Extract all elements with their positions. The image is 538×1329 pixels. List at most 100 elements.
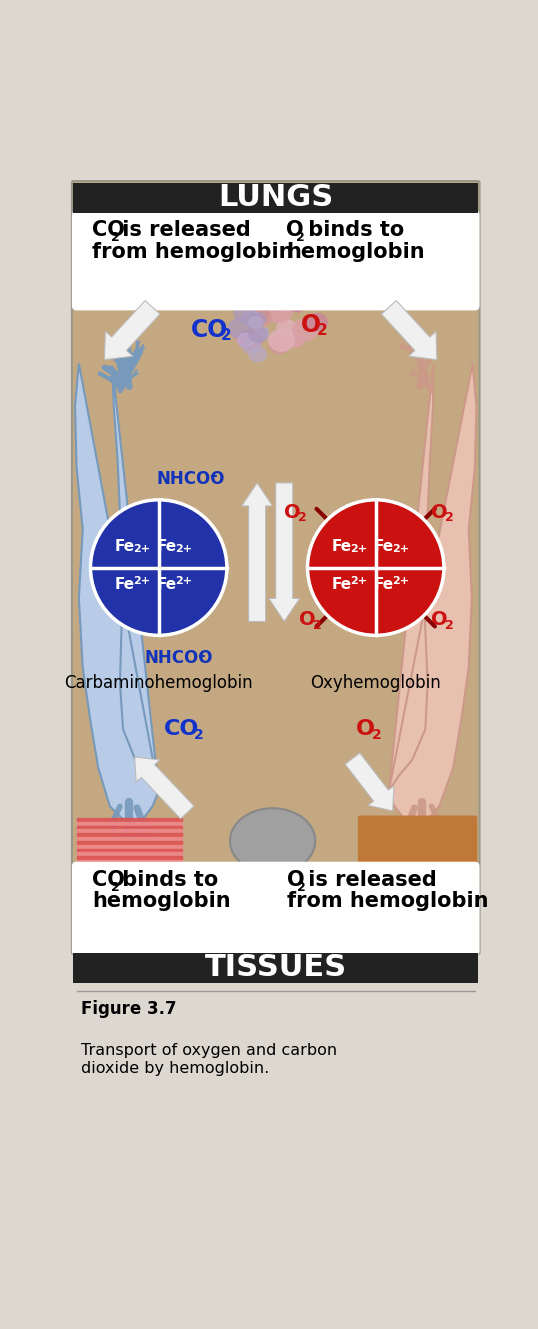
Text: O: O: [287, 869, 304, 889]
FancyArrow shape: [269, 482, 300, 622]
Ellipse shape: [251, 312, 266, 326]
Ellipse shape: [277, 320, 296, 336]
Ellipse shape: [242, 311, 259, 324]
Text: binds to: binds to: [301, 221, 404, 241]
FancyArrow shape: [104, 300, 160, 360]
Circle shape: [308, 500, 444, 635]
Text: 2+: 2+: [133, 577, 150, 586]
Text: 2: 2: [111, 231, 119, 245]
Text: Carbaminohemoglobin: Carbaminohemoglobin: [65, 674, 253, 692]
FancyArrow shape: [381, 300, 437, 360]
Text: Fe: Fe: [331, 538, 352, 553]
PathPatch shape: [389, 364, 477, 821]
Text: 2: 2: [221, 328, 231, 343]
Text: hemoglobin: hemoglobin: [92, 892, 231, 912]
Text: Oxyhemoglobin: Oxyhemoglobin: [310, 674, 441, 692]
Ellipse shape: [249, 347, 266, 361]
Text: Transport of oxygen and carbon
dioxide by hemoglobin.: Transport of oxygen and carbon dioxide b…: [81, 1043, 337, 1076]
FancyArrow shape: [345, 754, 394, 811]
Text: O: O: [431, 502, 448, 522]
FancyArrow shape: [134, 758, 194, 819]
FancyArrow shape: [242, 482, 273, 622]
Ellipse shape: [244, 294, 261, 308]
Text: O: O: [299, 610, 316, 630]
Ellipse shape: [271, 287, 293, 306]
Text: Fe: Fe: [373, 577, 393, 591]
Ellipse shape: [269, 330, 294, 351]
Text: O: O: [356, 719, 375, 739]
Text: is released: is released: [301, 869, 437, 889]
Text: 2+: 2+: [392, 577, 409, 586]
Text: CO: CO: [164, 719, 200, 739]
Text: O: O: [286, 221, 303, 241]
Ellipse shape: [242, 338, 261, 354]
Ellipse shape: [270, 336, 289, 354]
Text: –: –: [197, 647, 205, 663]
Text: 2+: 2+: [133, 544, 150, 554]
Ellipse shape: [254, 327, 269, 339]
Text: LUNGS: LUNGS: [218, 183, 334, 213]
Ellipse shape: [252, 291, 265, 302]
Text: 2: 2: [372, 728, 381, 742]
Text: from hemoglobin: from hemoglobin: [92, 242, 294, 262]
Ellipse shape: [266, 300, 292, 323]
Text: 2+: 2+: [392, 544, 409, 554]
Ellipse shape: [228, 319, 251, 338]
Text: 2+: 2+: [175, 577, 192, 586]
Text: 2: 2: [298, 512, 307, 524]
Text: 2: 2: [317, 323, 328, 338]
Ellipse shape: [293, 319, 318, 340]
Text: O: O: [284, 502, 300, 522]
Text: Fe: Fe: [331, 577, 352, 591]
Circle shape: [90, 500, 227, 635]
Text: Figure 3.7: Figure 3.7: [81, 999, 177, 1018]
Text: CO: CO: [190, 319, 228, 343]
Text: Fe: Fe: [373, 538, 393, 553]
Ellipse shape: [278, 299, 293, 312]
Text: 2: 2: [111, 881, 119, 894]
Text: CO: CO: [92, 869, 125, 889]
Ellipse shape: [230, 808, 315, 873]
Ellipse shape: [274, 302, 288, 314]
Ellipse shape: [247, 312, 265, 327]
Text: 2: 2: [445, 512, 454, 524]
Text: CO: CO: [92, 221, 125, 241]
Ellipse shape: [249, 286, 272, 304]
Text: from hemoglobin: from hemoglobin: [287, 892, 488, 912]
Ellipse shape: [307, 314, 328, 331]
Text: 2: 2: [296, 231, 305, 245]
Ellipse shape: [234, 304, 254, 322]
Text: hemoglobin: hemoglobin: [286, 242, 424, 262]
Text: O: O: [301, 314, 321, 338]
FancyBboxPatch shape: [72, 861, 479, 956]
Ellipse shape: [249, 316, 263, 328]
Text: 2: 2: [313, 619, 322, 631]
FancyBboxPatch shape: [358, 816, 477, 889]
Text: NHCOO: NHCOO: [145, 650, 213, 667]
Ellipse shape: [247, 286, 273, 307]
Text: 2: 2: [445, 619, 454, 631]
Text: 2+: 2+: [175, 544, 192, 554]
Bar: [74, 182, 478, 214]
Ellipse shape: [238, 334, 254, 347]
Ellipse shape: [291, 276, 317, 299]
Text: Fe: Fe: [115, 538, 134, 553]
Ellipse shape: [235, 331, 249, 343]
Ellipse shape: [249, 327, 267, 343]
PathPatch shape: [75, 364, 159, 821]
Ellipse shape: [292, 286, 312, 303]
Ellipse shape: [255, 278, 282, 300]
Bar: [74, 953, 478, 983]
Text: Fe: Fe: [157, 538, 176, 553]
Text: O: O: [431, 610, 448, 630]
Text: 2+: 2+: [350, 577, 367, 586]
Text: is released: is released: [115, 221, 251, 241]
Text: 2+: 2+: [350, 544, 367, 554]
Ellipse shape: [289, 300, 304, 312]
Ellipse shape: [288, 334, 304, 347]
Text: –: –: [209, 468, 217, 484]
Ellipse shape: [240, 331, 262, 350]
FancyBboxPatch shape: [72, 210, 479, 311]
Text: 2: 2: [296, 881, 306, 894]
Ellipse shape: [247, 316, 261, 328]
